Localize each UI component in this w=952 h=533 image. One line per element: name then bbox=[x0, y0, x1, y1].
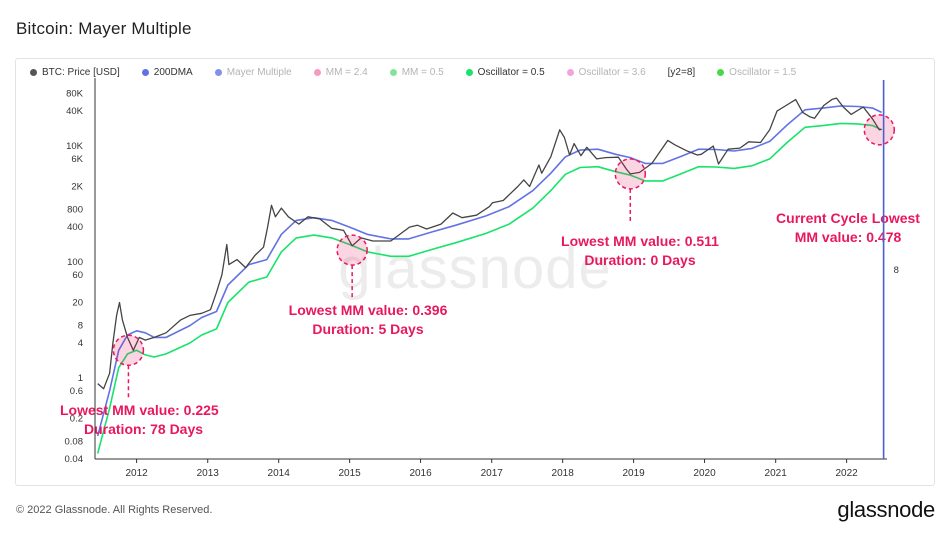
x-tick-label: 2021 bbox=[765, 468, 788, 479]
series-line bbox=[96, 105, 882, 437]
watermark: glassnode bbox=[338, 236, 611, 301]
y-tick-label: 2K bbox=[71, 182, 83, 193]
y-tick-label: 0.08 bbox=[65, 437, 84, 448]
y-tick-label: 0.04 bbox=[65, 454, 84, 465]
legend-item[interactable]: Oscillator = 3.6 bbox=[566, 67, 646, 78]
highlight-circle bbox=[112, 334, 145, 367]
footer-logo: glassnode bbox=[837, 497, 935, 522]
highlight-circle bbox=[336, 234, 368, 266]
annotation-label: Lowest MM value: 0.511 bbox=[561, 233, 719, 249]
annotation-label: Duration: 78 Days bbox=[84, 421, 203, 437]
x-tick-label: 2012 bbox=[125, 468, 148, 479]
legend-label: Oscillator = 0.5 bbox=[477, 67, 545, 78]
y-tick-label: 0.6 bbox=[70, 386, 83, 397]
y-tick-label: 400 bbox=[67, 222, 83, 233]
y-tick-label: 6K bbox=[71, 154, 83, 165]
legend-item[interactable]: MM = 2.4 bbox=[313, 67, 368, 78]
y-tick-label: 60 bbox=[72, 270, 83, 281]
right-axis-label: 8 bbox=[894, 265, 899, 276]
y-tick-label: 40K bbox=[66, 106, 84, 117]
legend-item[interactable]: BTC: Price [USD] bbox=[30, 67, 120, 78]
series-line bbox=[97, 97, 882, 390]
legend-item[interactable]: MM = 0.5 bbox=[389, 67, 444, 78]
y-tick-label: 80K bbox=[66, 89, 84, 100]
legend-dot-icon bbox=[141, 69, 149, 76]
legend-label: Mayer Multiple bbox=[226, 67, 292, 78]
x-tick-label: 2019 bbox=[622, 468, 645, 479]
legend-item[interactable]: 200DMA bbox=[141, 67, 193, 78]
x-tick-label: 2014 bbox=[268, 468, 291, 479]
annotation-label: Duration: 0 Days bbox=[584, 252, 695, 268]
legend-label: [y2=8] bbox=[667, 67, 696, 78]
legend-label: 200DMA bbox=[153, 67, 193, 78]
legend-dot-icon bbox=[566, 69, 574, 76]
series-line bbox=[96, 122, 882, 454]
chart-legend: BTC: Price [USD] 200DMA Mayer Multiple MM =… bbox=[30, 67, 818, 78]
y-tick-label: 0.2 bbox=[70, 413, 83, 424]
y-tick-label: 800 bbox=[67, 205, 83, 216]
chart-panel bbox=[15, 58, 935, 486]
legend-dot-icon bbox=[30, 69, 37, 76]
x-tick-label: 2020 bbox=[693, 468, 716, 479]
legend-item[interactable]: [y2=8] bbox=[668, 67, 696, 78]
annotation-label: Lowest MM value: 0.225 bbox=[60, 402, 219, 418]
legend-item[interactable]: Oscillator = 0.5 bbox=[465, 67, 545, 78]
x-tick-label: 2017 bbox=[481, 468, 504, 479]
x-tick-label: 2022 bbox=[835, 468, 858, 479]
x-tick-label: 2015 bbox=[338, 468, 361, 479]
annotation-label: Current Cycle Lowest bbox=[776, 210, 920, 226]
legend-label: MM = 0.5 bbox=[401, 67, 444, 78]
legend-label: BTC: Price [USD] bbox=[42, 67, 120, 78]
legend-item[interactable]: Oscillator = 1.5 bbox=[717, 67, 796, 78]
y-tick-label: 20 bbox=[72, 297, 83, 308]
x-tick-label: 2018 bbox=[552, 468, 575, 479]
annotation-label: Duration: 5 Days bbox=[312, 321, 423, 337]
highlight-circle bbox=[863, 114, 896, 146]
highlight-circle bbox=[614, 158, 647, 190]
legend-dot-icon bbox=[214, 69, 222, 76]
y-tick-label: 4 bbox=[78, 338, 83, 349]
legend-label: Oscillator = 3.6 bbox=[578, 67, 646, 78]
legend-dot-icon bbox=[313, 69, 321, 76]
legend-label: MM = 2.4 bbox=[325, 67, 368, 78]
x-tick-label: 2013 bbox=[197, 468, 220, 479]
y-tick-label: 100 bbox=[67, 257, 83, 268]
y-tick-label: 10K bbox=[66, 141, 84, 152]
legend-item[interactable]: Mayer Multiple bbox=[214, 67, 292, 78]
y-tick-label: 8 bbox=[78, 321, 83, 332]
annotation-label: MM value: 0.478 bbox=[795, 229, 902, 245]
x-tick-label: 2016 bbox=[409, 468, 432, 479]
annotation-label: Lowest MM value: 0.396 bbox=[289, 302, 448, 318]
legend-dot-icon bbox=[717, 69, 725, 76]
page-title: Bitcoin: Mayer Multiple bbox=[16, 19, 192, 38]
footer-copyright: © 2022 Glassnode. All Rights Reserved. bbox=[16, 504, 213, 516]
legend-dot-icon bbox=[389, 69, 397, 76]
y-tick-label: 1 bbox=[78, 373, 83, 384]
legend-dot-icon bbox=[465, 69, 473, 76]
legend-label: Oscillator = 1.5 bbox=[729, 67, 797, 78]
